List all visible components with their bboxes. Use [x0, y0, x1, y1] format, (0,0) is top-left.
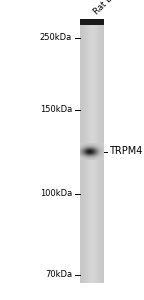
Text: 150kDa: 150kDa: [40, 105, 72, 114]
Text: 250kDa: 250kDa: [40, 33, 72, 42]
Text: Rat brain: Rat brain: [92, 0, 126, 16]
Text: 100kDa: 100kDa: [40, 189, 72, 198]
Text: TRPM4: TRPM4: [109, 146, 142, 157]
Text: 70kDa: 70kDa: [45, 270, 72, 279]
Bar: [80, 20, 104, 25]
